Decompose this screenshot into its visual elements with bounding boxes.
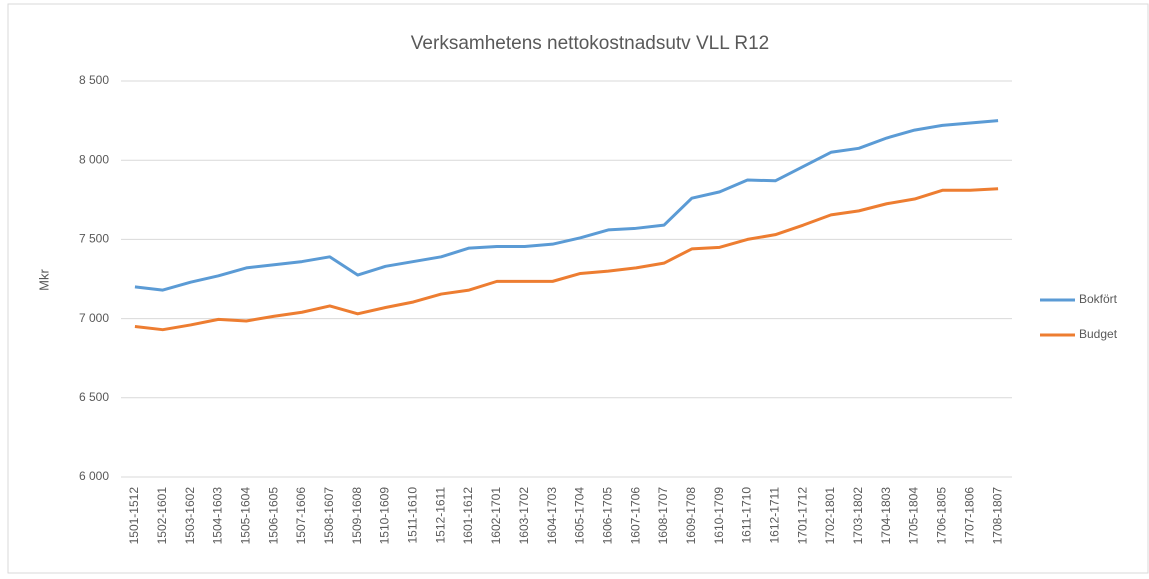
x-tick-label: 1512-1611 bbox=[433, 487, 447, 544]
x-tick-label: 1508-1607 bbox=[322, 487, 336, 545]
x-tick-label: 1603-1702 bbox=[517, 487, 531, 545]
x-tick-label: 1503-1602 bbox=[183, 487, 197, 545]
y-tick-label: 6 500 bbox=[79, 390, 109, 404]
chart-title: Verksamhetens nettokostnadsutv VLL R12 bbox=[411, 33, 769, 54]
y-tick-label: 8 000 bbox=[79, 152, 109, 166]
x-tick-label: 1707-1806 bbox=[962, 487, 976, 545]
x-tick-label: 1701-1712 bbox=[795, 487, 809, 545]
x-tick-label: 1511-1610 bbox=[406, 487, 420, 544]
x-tick-label: 1702-1801 bbox=[823, 487, 837, 545]
x-tick-label: 1708-1807 bbox=[990, 487, 1004, 545]
x-tick-label: 1606-1705 bbox=[600, 487, 614, 545]
x-tick-label: 1510-1609 bbox=[378, 487, 392, 545]
x-tick-label: 1612-1711 bbox=[768, 487, 782, 544]
x-tick-label: 1501-1512 bbox=[127, 487, 141, 545]
x-tick-label: 1706-1805 bbox=[935, 487, 949, 545]
y-tick-label: 6 000 bbox=[79, 469, 109, 483]
x-tick-label: 1505-1604 bbox=[238, 487, 252, 545]
x-tick-label: 1601-1612 bbox=[461, 487, 475, 545]
legend-label: Bokfört bbox=[1079, 292, 1118, 306]
x-tick-label: 1604-1703 bbox=[545, 487, 559, 545]
line-series bbox=[134, 119, 999, 292]
x-tick-label: 1507-1606 bbox=[294, 487, 308, 545]
x-tick-label: 1502-1601 bbox=[155, 487, 169, 545]
x-tick-label: 1607-1706 bbox=[628, 487, 642, 545]
x-tick-label: 1509-1608 bbox=[350, 487, 364, 545]
x-tick-label: 1602-1701 bbox=[489, 487, 503, 545]
x-tick-label: 1605-1704 bbox=[573, 487, 587, 545]
y-tick-label: 7 500 bbox=[79, 232, 109, 246]
x-tick-label: 1610-1709 bbox=[712, 487, 726, 545]
x-tick-label: 1609-1708 bbox=[684, 487, 698, 545]
line-series bbox=[134, 187, 999, 332]
legend-label: Budget bbox=[1079, 327, 1118, 341]
x-tick-label: 1506-1605 bbox=[266, 487, 280, 545]
x-tick-label: 1703-1802 bbox=[851, 487, 865, 545]
y-tick-label: 8 500 bbox=[79, 73, 109, 87]
x-tick-label: 1611-1710 bbox=[740, 487, 754, 544]
x-tick-label: 1608-1707 bbox=[656, 487, 670, 545]
y-axis-label: Mkr bbox=[36, 269, 51, 291]
x-tick-label: 1704-1803 bbox=[879, 487, 893, 545]
x-tick-label: 1504-1603 bbox=[211, 487, 225, 545]
x-tick-label: 1705-1804 bbox=[907, 487, 921, 545]
chart-frame bbox=[7, 3, 1149, 574]
y-tick-label: 7 000 bbox=[79, 311, 109, 325]
